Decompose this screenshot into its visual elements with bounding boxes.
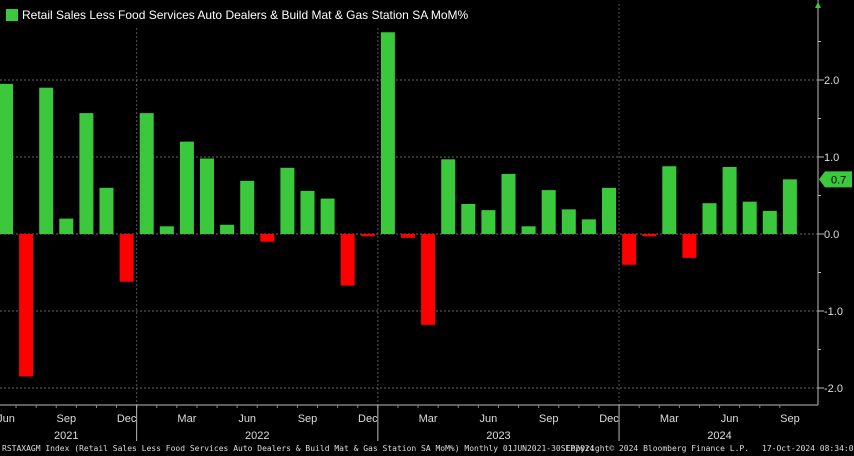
bar <box>742 201 757 234</box>
bar <box>99 187 114 234</box>
x-month-label: Mar <box>660 413 679 425</box>
bar <box>722 167 737 234</box>
bar <box>79 113 94 234</box>
bar <box>320 198 335 234</box>
bar <box>421 234 436 325</box>
y-tick-label: -2.0 <box>824 383 843 395</box>
bar <box>220 224 235 234</box>
bar <box>0 83 13 234</box>
y-tick-label: -1.0 <box>824 306 843 318</box>
y-tick-label: 2.0 <box>824 75 839 87</box>
axis-arrow-icon <box>815 2 821 8</box>
y-tick-label: 0.0 <box>824 229 839 241</box>
x-month-label: Dec <box>599 413 619 425</box>
x-month-label: Mar <box>177 413 196 425</box>
x-month-label: Jun <box>721 413 739 425</box>
bar <box>360 234 375 237</box>
x-year-label: 2021 <box>54 430 78 442</box>
legend-label: Retail Sales Less Food Services Auto Dea… <box>22 8 469 22</box>
x-year-label: 2022 <box>245 430 269 442</box>
bar <box>702 203 717 234</box>
x-month-label: Jun <box>0 413 15 425</box>
bar <box>682 234 697 258</box>
x-year-label: 2023 <box>486 430 510 442</box>
y-tick-label: 1.0 <box>824 152 839 164</box>
bar <box>119 234 134 282</box>
bar <box>380 32 395 235</box>
bar <box>260 234 275 242</box>
chart-legend: Retail Sales Less Food Services Auto Dea… <box>2 4 475 26</box>
bar <box>642 234 657 237</box>
bar <box>19 234 34 377</box>
x-month-label: Jun <box>480 413 498 425</box>
last-value-badge <box>819 171 852 188</box>
bar <box>581 219 596 234</box>
bar <box>461 203 476 234</box>
bar <box>401 234 415 238</box>
x-month-label: Jun <box>238 413 256 425</box>
bar <box>481 210 496 234</box>
x-year-label: 2024 <box>707 430 731 442</box>
bar <box>501 173 516 234</box>
bar <box>441 159 456 234</box>
bar <box>782 179 797 234</box>
x-month-label: Sep <box>539 413 559 425</box>
x-month-label: Mar <box>419 413 438 425</box>
footer-copyright: Copyright© 2024 Bloomberg Finance L.P. <box>566 444 750 453</box>
bar <box>39 87 54 234</box>
bar <box>159 226 174 234</box>
x-month-label: Sep <box>57 413 77 425</box>
bar <box>280 167 295 234</box>
x-month-label: Dec <box>358 413 378 425</box>
legend-swatch <box>6 9 18 21</box>
bar <box>139 113 154 234</box>
footer-timestamp: 17-Oct-2024 08:34:08 <box>762 444 854 453</box>
bar <box>179 141 194 234</box>
x-month-label: Sep <box>780 413 800 425</box>
bar <box>662 166 677 234</box>
x-month-label: Sep <box>298 413 318 425</box>
bar <box>200 158 214 234</box>
bar <box>602 187 616 234</box>
bar <box>762 210 777 234</box>
bar <box>561 209 576 234</box>
footer-index-text: RSTAXAGM Index (Retail Sales Less Food S… <box>2 444 595 453</box>
bar-chart: 2.0 1.0 0.0 -1.0 -2.0 0.7 Jun Sep Dec Mar Jun Sep De… <box>0 0 852 442</box>
bar <box>59 218 74 234</box>
x-month-label: Dec <box>117 413 137 425</box>
bar <box>240 180 255 234</box>
chart-footer: RSTAXAGM Index (Retail Sales Less Food S… <box>0 444 854 456</box>
bar <box>541 190 556 234</box>
last-value-label: 0.7 <box>831 174 846 186</box>
bar <box>521 226 536 234</box>
bar <box>622 234 637 265</box>
bar <box>340 234 355 286</box>
bar <box>300 190 315 234</box>
